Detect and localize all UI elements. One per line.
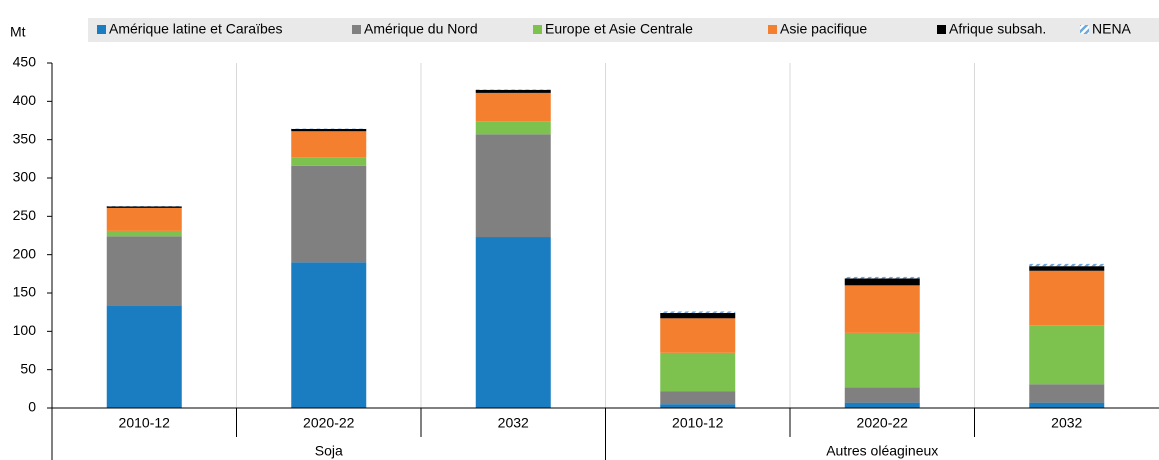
legend-label: Amérique latine et Caraïbes <box>109 21 283 37</box>
y-tick-label: 300 <box>13 169 37 185</box>
bar-segment <box>1029 263 1105 267</box>
bar-segment <box>660 352 736 392</box>
bar-segment <box>475 92 551 122</box>
bar-segment <box>106 236 182 306</box>
bar-segment <box>106 305 182 408</box>
y-tick-label: 100 <box>13 322 37 338</box>
bar-segment <box>1029 384 1105 403</box>
legend-swatch <box>97 25 106 34</box>
bar-segment <box>660 312 736 319</box>
bar-segment <box>1029 402 1105 408</box>
bar-segment <box>475 237 551 408</box>
y-tick-label: 200 <box>13 245 37 261</box>
legend-swatch <box>768 25 777 34</box>
y-tick-label: 350 <box>13 130 37 146</box>
bar-segment <box>844 285 920 333</box>
legend-swatch <box>352 25 361 34</box>
legend-swatch <box>1080 25 1089 34</box>
x-tick-label: 2010-12 <box>119 415 171 431</box>
x-tick-label: 2020-22 <box>303 415 355 431</box>
x-tick-label: 2020-22 <box>857 415 909 431</box>
group-label: Soja <box>315 443 343 459</box>
y-tick-label: 150 <box>13 284 37 300</box>
bar-segment <box>106 230 182 237</box>
bar-segment <box>291 157 367 166</box>
bar-segment <box>291 128 367 132</box>
x-tick-label: 2032 <box>498 415 529 431</box>
y-tick-label: 250 <box>13 207 37 223</box>
bar-segment <box>844 402 920 408</box>
legend-swatch <box>937 25 946 34</box>
bar-segment <box>660 404 736 408</box>
bar-segment <box>660 311 736 313</box>
bar-segment <box>844 278 920 286</box>
y-axis-label: Mt <box>10 24 26 40</box>
x-tick-label: 2010-12 <box>672 415 724 431</box>
bar-segment <box>475 134 551 238</box>
bar-segment <box>475 121 551 135</box>
legend-label: Afrique subsah. <box>949 21 1046 37</box>
bar-segment <box>844 332 920 388</box>
bar-segment <box>660 391 736 405</box>
y-tick-label: 450 <box>13 54 37 70</box>
bar-segment <box>291 262 367 408</box>
bar-segment <box>1029 270 1105 326</box>
bar-segment <box>844 276 920 279</box>
legend-background <box>88 18 1159 42</box>
legend-swatch <box>533 25 542 34</box>
bar-segment <box>1029 325 1105 385</box>
bar-segment <box>475 89 551 93</box>
bar-segment <box>660 318 736 353</box>
bar-segment <box>106 207 182 231</box>
bar-segment <box>106 206 182 208</box>
bar-segment <box>844 387 920 403</box>
y-tick-label: 400 <box>13 92 37 108</box>
x-tick-label: 2032 <box>1051 415 1082 431</box>
group-label: Autres oléagineux <box>826 443 938 459</box>
legend-label: Europe et Asie Centrale <box>545 21 693 37</box>
legend-label: Asie pacifique <box>780 21 867 37</box>
bar-segment <box>1029 266 1105 271</box>
y-tick-label: 0 <box>28 399 36 415</box>
y-tick-label: 50 <box>20 360 36 376</box>
legend-label: NENA <box>1092 21 1132 37</box>
bar-segment <box>291 131 367 158</box>
legend-label: Amérique du Nord <box>364 21 478 37</box>
bar-segment <box>291 165 367 263</box>
